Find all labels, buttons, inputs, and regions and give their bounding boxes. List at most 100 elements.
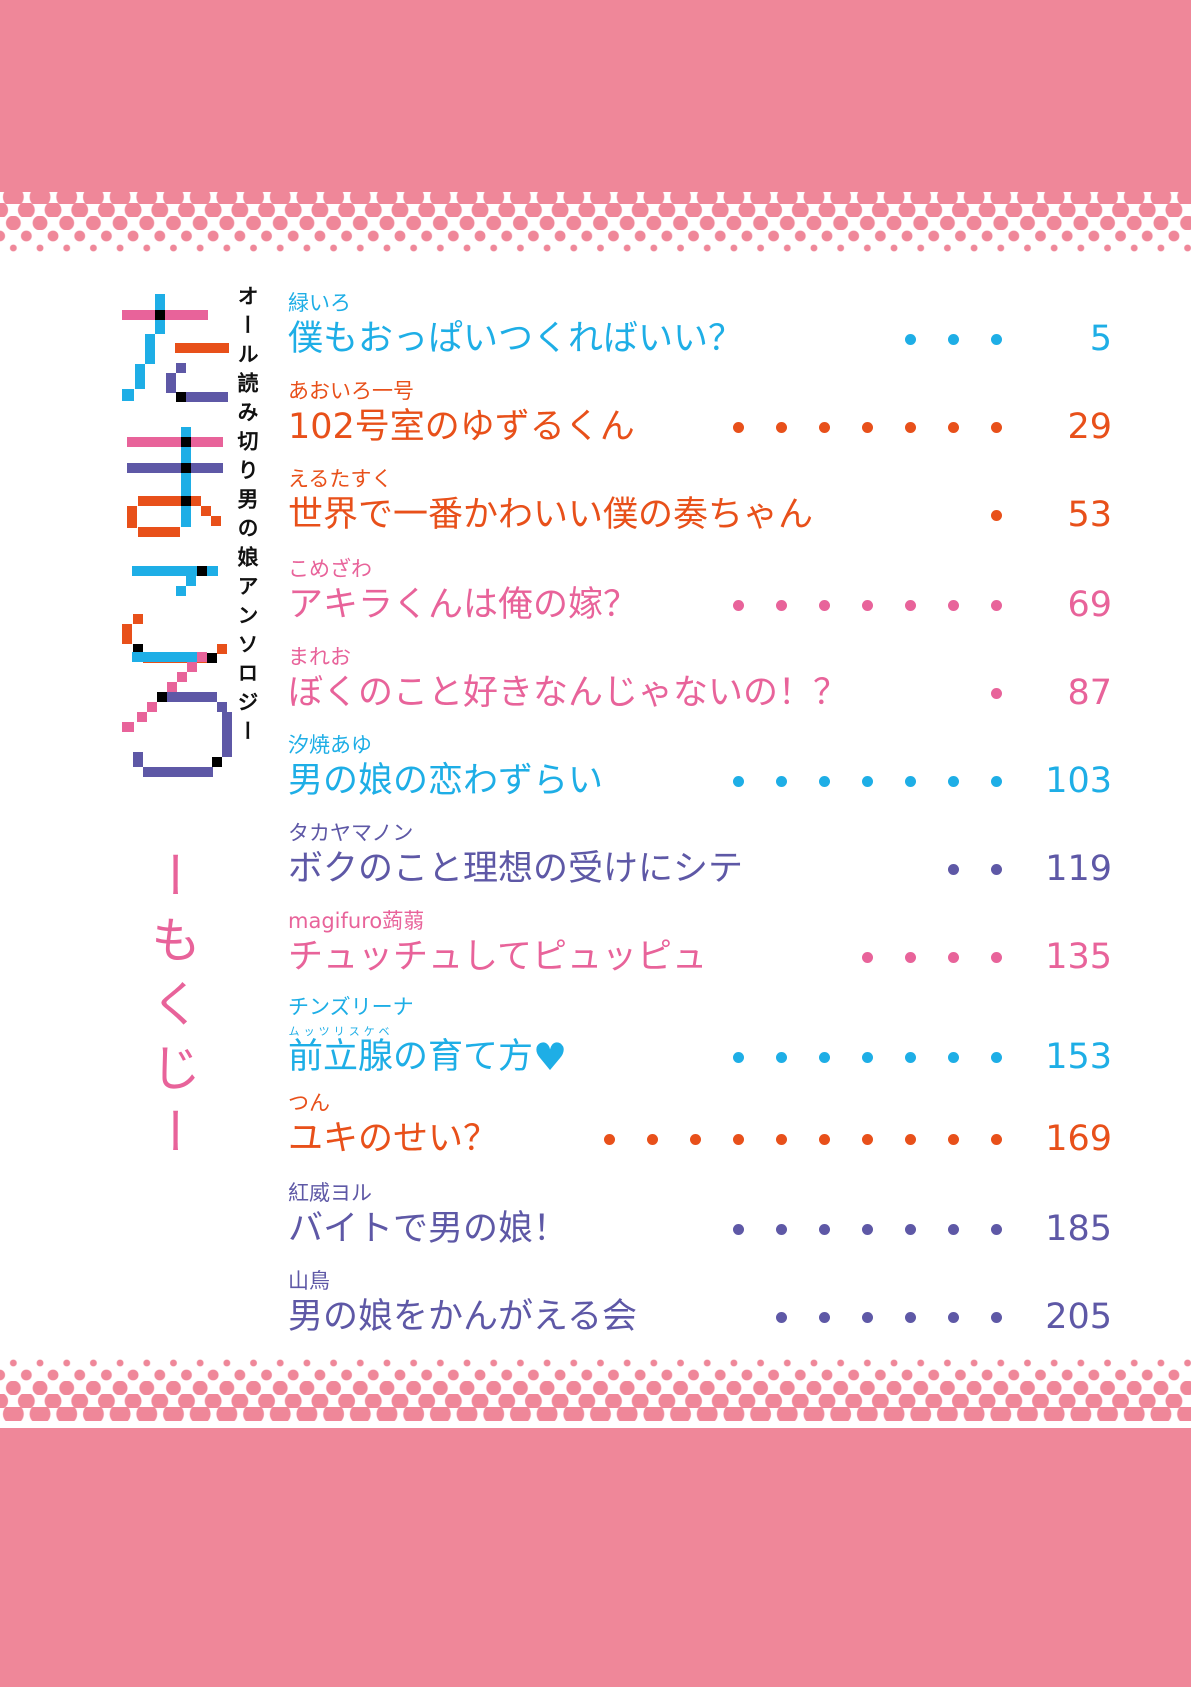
leader-dot — [862, 421, 873, 433]
leader-dot — [776, 1133, 787, 1145]
story-title: 僕もおっぱいつくればいい？ — [288, 319, 744, 359]
leader-dot — [733, 1051, 744, 1063]
logo-pixel — [211, 516, 221, 526]
page-number: 5 — [1089, 319, 1112, 359]
leader-dot — [862, 1133, 873, 1145]
author-name: magifuro蒟蒻 — [288, 909, 425, 933]
leader-dot — [862, 599, 873, 611]
story-title: ユキのせい？ — [288, 1119, 499, 1159]
leader-dot — [991, 509, 1002, 521]
leader-dot — [733, 1223, 744, 1235]
toc-entry[interactable]: 緑いろ 僕もおっぱいつくればいい？ 5 — [288, 290, 1112, 362]
toc-entry[interactable]: あおいろ一号 102号室のゆずるくん 29 — [288, 378, 1112, 450]
leader-dots — [603, 758, 1032, 804]
page-number: 53 — [1067, 495, 1112, 535]
title-ruby-base: 前立腺 — [288, 1037, 394, 1077]
leader-dot — [948, 1311, 959, 1323]
bottom-pink-band — [0, 1428, 1191, 1687]
toc-entry[interactable]: こめざわ アキラくんは俺の嫁？ 69 — [288, 556, 1112, 628]
leader-dot — [647, 1133, 658, 1145]
leader-dot — [604, 1133, 615, 1145]
leader-dot — [905, 1311, 916, 1323]
logo-pixel — [127, 463, 223, 473]
story-title: ボクのこと理想の受けにシテ — [288, 849, 744, 889]
story-title: 男の娘の恋わずらい — [288, 761, 604, 801]
author-name: タカヤマノン — [288, 821, 414, 845]
page-number: 169 — [1045, 1119, 1112, 1159]
leader-dots — [707, 934, 1032, 980]
title-rest: の育て方 — [393, 1037, 534, 1077]
logo-pixel — [181, 437, 191, 447]
logo-pixel — [191, 496, 201, 506]
top-pink-band — [0, 0, 1191, 192]
page-number: 69 — [1067, 585, 1112, 625]
logo-pixel — [127, 437, 223, 447]
logo-pixel — [175, 343, 229, 353]
story-title: 男の娘をかんがえる会 — [288, 1297, 637, 1337]
logo-pixel — [176, 586, 186, 596]
leader-dot — [862, 1311, 873, 1323]
leader-dot — [905, 775, 916, 787]
logo-pixel — [133, 644, 143, 654]
story-title: 前立腺ムッツリスケベの育て方 — [288, 1025, 533, 1080]
toc-entry[interactable]: 汐焼あゆ 男の娘の恋わずらい 103 — [288, 732, 1112, 804]
author-name: 山鳥 — [288, 1269, 330, 1293]
halftone-row — [0, 216, 1191, 230]
author-name: あおいろ一号 — [288, 379, 414, 403]
halftone-row — [0, 229, 1191, 243]
logo-pixel — [167, 692, 217, 702]
author-name: 紅威ヨル — [288, 1181, 372, 1205]
leader-dot — [905, 333, 916, 345]
toc-entry[interactable]: チンズリーナ 前立腺ムッツリスケベの育て方 ♥ 153 — [288, 994, 1112, 1080]
halftone-row — [0, 1368, 1191, 1382]
logo-pixel — [127, 506, 137, 528]
logo-pixel — [201, 506, 211, 516]
logo-pixel — [217, 644, 227, 654]
toc-entry[interactable]: えるたすく 世界で一番かわいい僕の奏ちゃん 53 — [288, 466, 1112, 538]
leader-dot — [819, 1051, 830, 1063]
toc-entry[interactable]: タカヤマノン ボクのこと理想の受けにシテ 119 — [288, 820, 1112, 892]
author-name: えるたすく — [288, 467, 393, 491]
leader-dot — [776, 421, 787, 433]
leader-dot — [776, 599, 787, 611]
leader-dot — [862, 951, 873, 963]
logo-pixel — [167, 682, 177, 692]
logo-pixel — [122, 722, 134, 732]
logo-pixel — [176, 363, 186, 373]
logo-pixel — [176, 392, 228, 402]
leader-dots — [637, 1294, 1032, 1340]
leader-dot — [948, 775, 959, 787]
leader-dot — [991, 951, 1002, 963]
leader-dot — [862, 1223, 873, 1235]
author-name: チンズリーナ — [288, 995, 414, 1019]
logo-pixel — [176, 392, 186, 402]
leader-dot — [690, 1133, 701, 1145]
leader-dot — [948, 1133, 959, 1145]
logo-pixel — [122, 389, 134, 401]
leader-dot — [819, 599, 830, 611]
author-name: 汐焼あゆ — [288, 733, 372, 757]
story-title: アキラくんは俺の嫁？ — [288, 585, 639, 625]
page-number: 185 — [1045, 1209, 1112, 1249]
leader-dot — [948, 421, 959, 433]
leader-dot — [819, 421, 830, 433]
toc-entry[interactable]: magifuro蒟蒻 チュッチュしてピュッピュ 135 — [288, 908, 1112, 980]
toc-entry[interactable]: まれお ぼくのこと好きなんじゃないの！？ 87 — [288, 644, 1112, 716]
toc-entry[interactable]: 山鳥 男の娘をかんがえる会 205 — [288, 1268, 1112, 1340]
logo-pixel — [197, 652, 207, 662]
logo-pixel — [155, 310, 165, 320]
toc-entry[interactable]: 紅威ヨル バイトで男の娘！ 185 — [288, 1180, 1112, 1252]
logo-pixel — [132, 652, 198, 662]
toc-entry[interactable]: つん ユキのせい？ 169 — [288, 1090, 1112, 1162]
logo-pixel — [133, 752, 143, 767]
leader-dot — [776, 1051, 787, 1063]
leader-dot — [862, 1051, 873, 1063]
leader-dot — [991, 775, 1002, 787]
logo-pixel — [197, 566, 207, 576]
leader-dot — [733, 421, 744, 433]
leader-dots — [635, 404, 1032, 450]
leader-dot — [776, 1311, 787, 1323]
leader-dot — [905, 1223, 916, 1235]
page-number: 29 — [1067, 407, 1112, 447]
story-title: 102号室のゆずるくん — [288, 407, 635, 447]
